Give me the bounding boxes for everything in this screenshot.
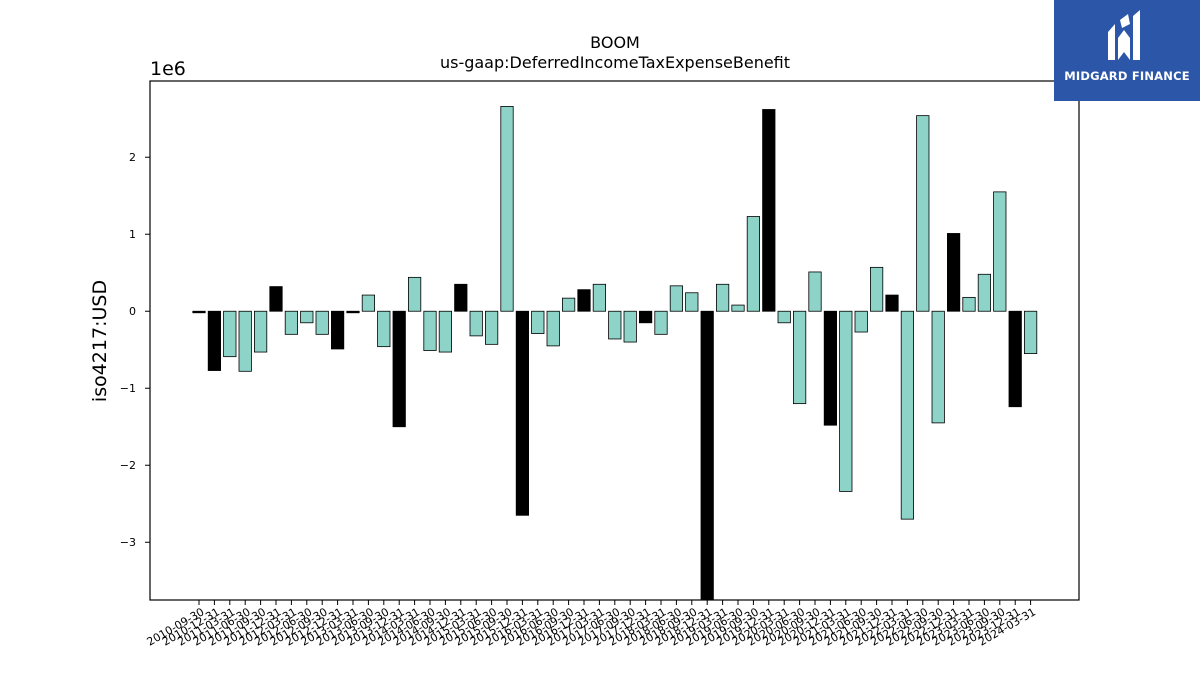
bar-2014-03-31 [407, 276, 422, 312]
bar-2017-12-31 [639, 310, 653, 324]
bar-2017-09-30 [623, 310, 637, 343]
bar-2019-12-31 [762, 109, 776, 312]
chart-title: BOOM [590, 33, 640, 52]
bar-2013-12-31 [392, 310, 406, 428]
bar-2023-06-30 [977, 273, 992, 312]
bar-2023-09-30 [993, 191, 1007, 312]
bar-2016-09-30 [562, 297, 576, 312]
y-axis-label: iso4217:USD [89, 280, 111, 402]
bar-2012-06-30 [300, 310, 314, 324]
bar-2019-06-30 [731, 304, 745, 312]
bar-2014-09-30 [438, 310, 453, 353]
plot-frame [149, 80, 1080, 601]
bar-2021-12-31 [885, 294, 899, 312]
bar-2022-06-30 [916, 115, 930, 312]
bar-2020-09-30 [808, 271, 822, 312]
bar-2014-12-31 [454, 283, 468, 312]
bar-2023-12-31 [1008, 310, 1022, 408]
midgard-finance-logo: MIDGARD FINANCE [1054, 0, 1200, 101]
bars-group [192, 106, 1038, 601]
bar-2012-03-31 [284, 310, 299, 335]
y-tick-label: −2 [120, 459, 136, 472]
bar-2020-06-30 [793, 310, 807, 405]
bar-2016-03-31 [531, 310, 545, 334]
bar-2022-03-31 [900, 310, 915, 520]
bar-2019-09-30 [746, 216, 761, 312]
logo-mark-icon [1108, 10, 1140, 60]
bar-2011-12-31 [269, 286, 283, 312]
bar-2017-06-30 [608, 310, 622, 340]
bar-2012-09-30 [315, 310, 329, 335]
bar-2010-12-31 [207, 310, 221, 371]
bar-2018-09-30 [685, 292, 699, 312]
bar-2012-12-31 [330, 310, 345, 350]
y-tick-label: −1 [120, 382, 136, 395]
bar-2015-06-30 [484, 310, 499, 345]
bar-2016-06-30 [546, 310, 560, 347]
y-tick-label: 1 [129, 228, 136, 241]
y-axis-multiplier: 1e6 [150, 58, 186, 80]
bar-2023-03-31 [962, 296, 976, 312]
bar-2021-09-30 [870, 266, 884, 312]
logo-text: MIDGARD FINANCE [1064, 69, 1190, 83]
bar-2020-12-31 [823, 310, 838, 426]
y-tick-label: 2 [129, 151, 136, 164]
y-axis: −3 −2 −1 0 1 2 [120, 151, 150, 549]
y-tick-label: 0 [129, 305, 136, 318]
bar-2015-12-31 [515, 310, 530, 516]
bar-2011-06-30 [238, 310, 252, 372]
bar-2020-03-31 [777, 310, 791, 324]
bar-2018-03-31 [654, 310, 668, 335]
bar-2021-03-31 [839, 310, 853, 492]
bar-2013-03-31 [346, 310, 360, 314]
bar-2022-12-31 [947, 233, 961, 312]
bar-2018-12-31 [700, 310, 714, 601]
bar-2011-03-31 [223, 310, 237, 358]
bar-2015-09-30 [500, 106, 514, 312]
bar-2013-06-30 [361, 294, 376, 312]
bar-2011-09-30 [253, 310, 268, 353]
bar-2015-03-31 [469, 310, 483, 337]
bar-2010-09-30 [192, 310, 206, 314]
bar-2022-09-30 [931, 310, 945, 424]
chart-subtitle: us-gaap:DeferredIncomeTaxExpenseBenefit [440, 53, 790, 72]
x-axis: 2010-09-302010-12-312011-03-312011-06-30… [145, 600, 1038, 649]
bar-2016-12-31 [577, 289, 591, 312]
y-tick-label: −3 [120, 536, 136, 549]
bar-2018-06-30 [669, 285, 684, 312]
bar-2017-03-31 [592, 283, 607, 312]
bar-2014-06-30 [423, 310, 437, 351]
bar-2024-03-31 [1024, 310, 1038, 354]
bar-2019-03-31 [716, 283, 730, 312]
bar-2013-09-30 [377, 310, 391, 348]
bar-2021-06-30 [854, 310, 868, 333]
